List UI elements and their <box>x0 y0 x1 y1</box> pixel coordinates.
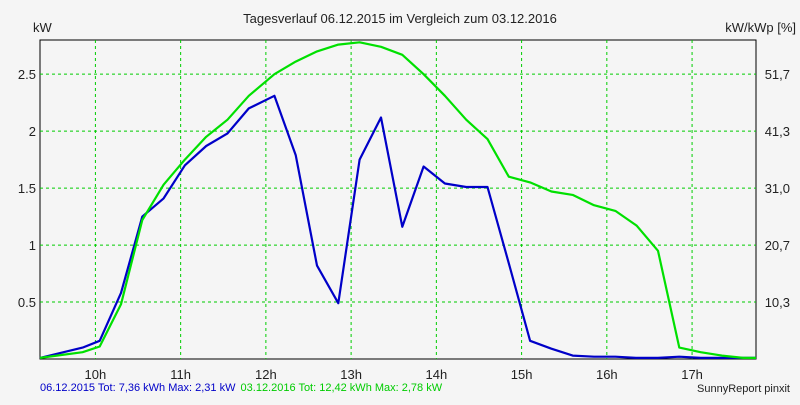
credit-text: SunnyReport pinxit <box>697 383 790 395</box>
y-tick-label-left: 1 <box>29 238 36 253</box>
series-line-1 <box>39 94 756 359</box>
y-tick-label-right: 31,0 <box>765 181 790 196</box>
plot-area: 10h 11h 12h 13h 14h 15h 16h 17h 0.5 10,3 1 20,7 1.5 3… <box>18 39 790 382</box>
chart-title: Tagesverlauf 06.12.2015 im Vergleich zum… <box>243 11 557 26</box>
y-tick-label-left: 1.5 <box>18 181 36 196</box>
y-tick-label-right: 10,3 <box>765 295 790 310</box>
y-tick-label-right: 20,7 <box>765 238 790 253</box>
x-tick-label: 14h <box>426 367 448 382</box>
y-tick-label-left: 0.5 <box>18 295 36 310</box>
x-tick-label: 15h <box>511 367 533 382</box>
y-tick-label-left: 2.5 <box>18 67 36 82</box>
y-tick-label-left: 2 <box>29 124 36 139</box>
y-axis-right-label: kW/kWp [%] <box>725 20 796 35</box>
series1-summary: 06.12.2015 Tot: 7,36 kWh Max: 2,31 kW <box>40 382 236 394</box>
chart-footer: 06.12.2015 Tot: 7,36 kWh Max: 2,31 kW 03… <box>40 382 444 394</box>
x-tick-label: 16h <box>596 367 618 382</box>
y-tick-label-right: 51,7 <box>765 67 790 82</box>
x-tick-label: 10h <box>85 367 107 382</box>
series2-summary: 03.12.2016 Tot: 12,42 kWh Max: 2,78 kW <box>240 382 443 394</box>
x-tick-label: 17h <box>681 367 703 382</box>
x-tick-label: 12h <box>255 367 277 382</box>
x-tick-label: 11h <box>170 367 191 382</box>
y-tick-label-right: 41,3 <box>765 124 790 139</box>
y-axis-left-label: kW <box>33 20 53 35</box>
series-line-2 <box>39 41 756 359</box>
x-tick-label: 13h <box>340 367 362 382</box>
